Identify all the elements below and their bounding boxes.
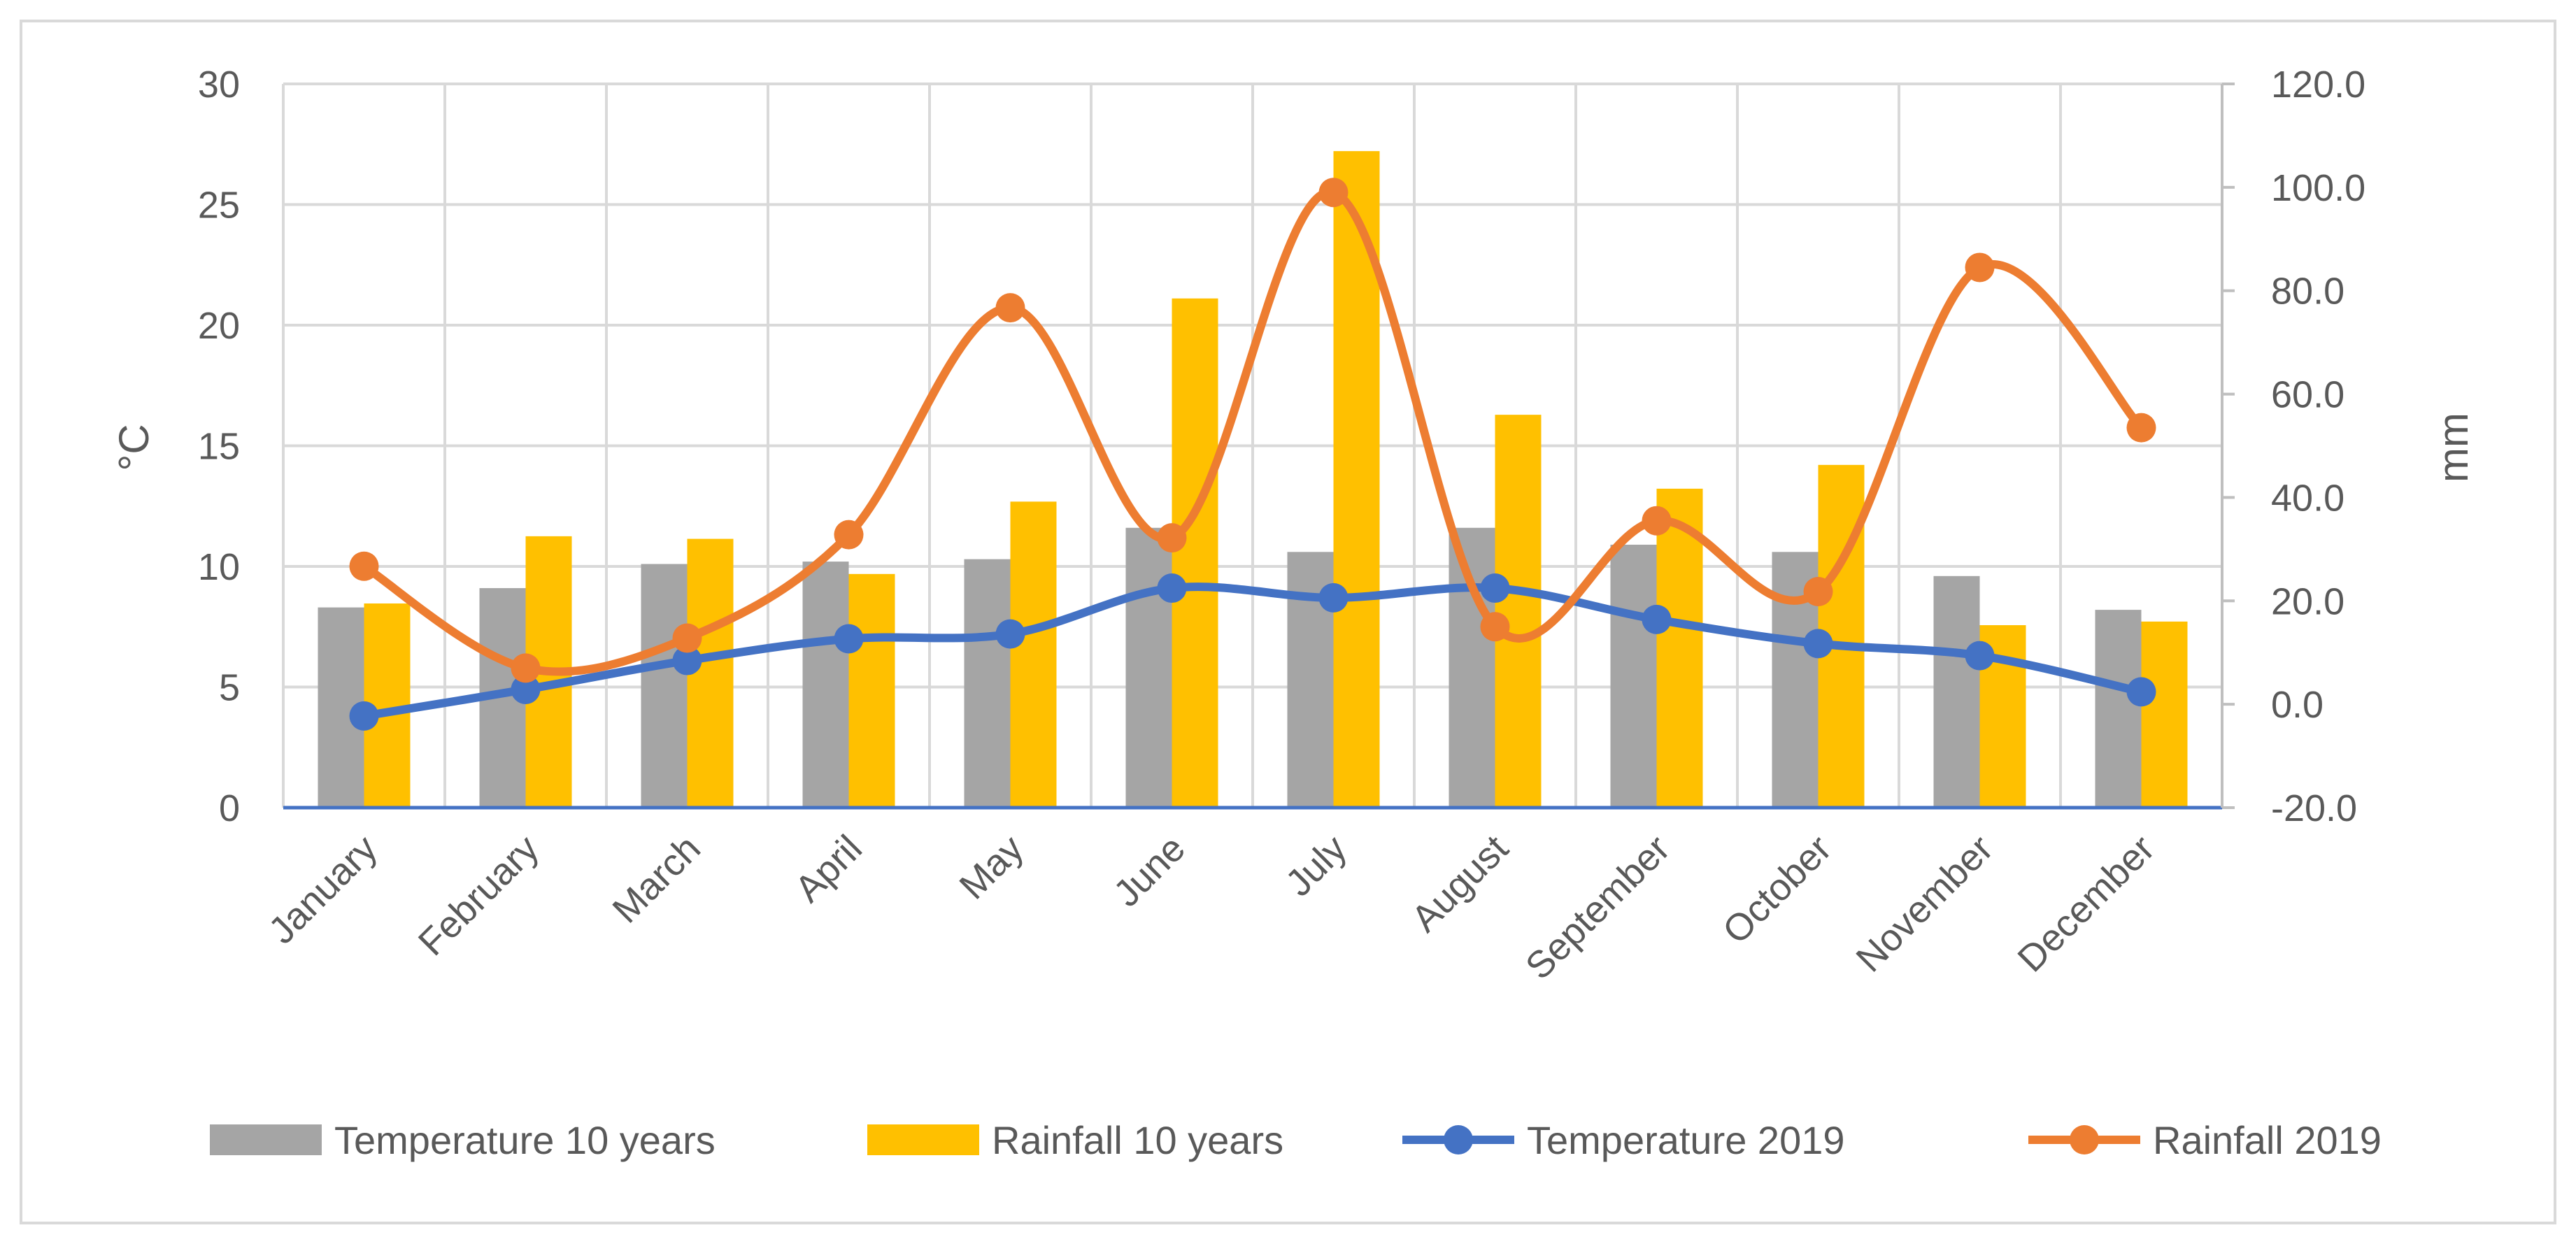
bar-rainfall-10-years-december xyxy=(2141,621,2188,808)
y-axis-right-tick-label: 20.0 xyxy=(2271,580,2344,622)
legend-label-rainfall-2019: Rainfall 2019 xyxy=(2153,1118,2382,1162)
legend-marker-rainfall-2019 xyxy=(2070,1125,2099,1154)
point-temperature-2019-february xyxy=(511,674,541,704)
point-rainfall-2019-july xyxy=(1318,178,1349,208)
bar-temperature-10-years-august xyxy=(1449,527,1495,808)
line-temperature-2019 xyxy=(360,582,2146,720)
bar-temperature-10-years-december xyxy=(2095,610,2142,808)
bar-temperature-10-years-november xyxy=(1933,575,1980,808)
point-temperature-2019-october xyxy=(1803,629,1833,659)
y-axis-left-tick-label: 15 xyxy=(198,426,240,468)
y-axis-left-tick-label: 20 xyxy=(198,305,240,347)
y-axis-left-tick-label: 25 xyxy=(198,185,240,227)
y-axis-left-tick-label: 5 xyxy=(219,667,240,709)
bar-temperature-10-years-may xyxy=(964,559,1011,808)
point-rainfall-2019-april xyxy=(834,520,864,550)
bar-temperature-10-years-september xyxy=(1610,544,1657,808)
point-temperature-2019-july xyxy=(1318,582,1349,613)
bar-temperature-10-years-march xyxy=(641,564,688,808)
legend-marker-temperature-2019 xyxy=(1444,1125,1473,1154)
point-rainfall-2019-february xyxy=(511,653,541,683)
y-axis-right-tick-label: 80.0 xyxy=(2271,271,2344,313)
point-rainfall-2019-november xyxy=(1965,252,1995,283)
line-rainfall-2019 xyxy=(360,188,2146,676)
axes xyxy=(283,83,2235,810)
y-axis-right-title: mm xyxy=(2430,413,2477,482)
y-axis-left-tick-label: 10 xyxy=(198,546,240,588)
legend-label-rainfall-10-years: Rainfall 10 years xyxy=(992,1118,1283,1162)
y-axis-right-tick-label: 100.0 xyxy=(2271,167,2365,209)
point-temperature-2019-april xyxy=(834,624,864,654)
bar-rainfall-10-years-march xyxy=(687,538,734,808)
point-rainfall-2019-october xyxy=(1803,576,1833,606)
legend: Temperature 10 years Rainfall 10 years Tem… xyxy=(210,1118,2382,1162)
line-series xyxy=(349,178,2156,731)
point-temperature-2019-august xyxy=(1480,573,1510,603)
y-axis-left-title: °C xyxy=(111,424,157,471)
bar-rainfall-10-years-april xyxy=(848,573,895,808)
point-temperature-2019-june xyxy=(1157,573,1187,603)
point-rainfall-2019-january xyxy=(349,551,379,581)
point-rainfall-2019-may xyxy=(995,293,1025,323)
point-temperature-2019-may xyxy=(995,619,1025,649)
y-axis-right-tick-label: 40.0 xyxy=(2271,477,2344,519)
y-axis-right-tick-label: -20.0 xyxy=(2271,787,2357,829)
y-axis-left-tick-label: 0 xyxy=(219,787,240,829)
legend-swatch-temperature-10-years xyxy=(210,1124,322,1155)
point-temperature-2019-january xyxy=(349,701,379,731)
bar-temperature-10-years-june xyxy=(1125,527,1172,808)
bar-rainfall-10-years-september xyxy=(1656,488,1703,808)
point-temperature-2019-december xyxy=(2126,677,2156,707)
point-temperature-2019-march xyxy=(672,645,702,675)
point-rainfall-2019-september xyxy=(1642,506,1672,536)
y-axis-right-tick-label: 0.0 xyxy=(2271,684,2324,726)
bar-temperature-10-years-april xyxy=(802,562,849,808)
y-axis-right-tick-label: 60.0 xyxy=(2271,374,2344,416)
bar-rainfall-10-years-may xyxy=(1010,501,1057,808)
y-axis-left-tick-label: 30 xyxy=(198,64,240,106)
point-rainfall-2019-august xyxy=(1480,612,1510,642)
point-rainfall-2019-december xyxy=(2126,413,2156,443)
point-temperature-2019-september xyxy=(1642,604,1672,634)
point-temperature-2019-november xyxy=(1965,641,1995,671)
bar-rainfall-10-years-june xyxy=(1172,298,1218,808)
point-rainfall-2019-march xyxy=(672,623,702,653)
bar-rainfall-10-years-august xyxy=(1495,415,1542,808)
bar-series xyxy=(318,151,2188,808)
y-axis-right-tick-label: 120.0 xyxy=(2271,64,2365,106)
point-rainfall-2019-june xyxy=(1157,523,1187,553)
legend-label-temperature-10-years: Temperature 10 years xyxy=(334,1118,716,1162)
legend-swatch-rainfall-10-years xyxy=(867,1124,979,1155)
legend-label-temperature-2019: Temperature 2019 xyxy=(1527,1118,1845,1162)
